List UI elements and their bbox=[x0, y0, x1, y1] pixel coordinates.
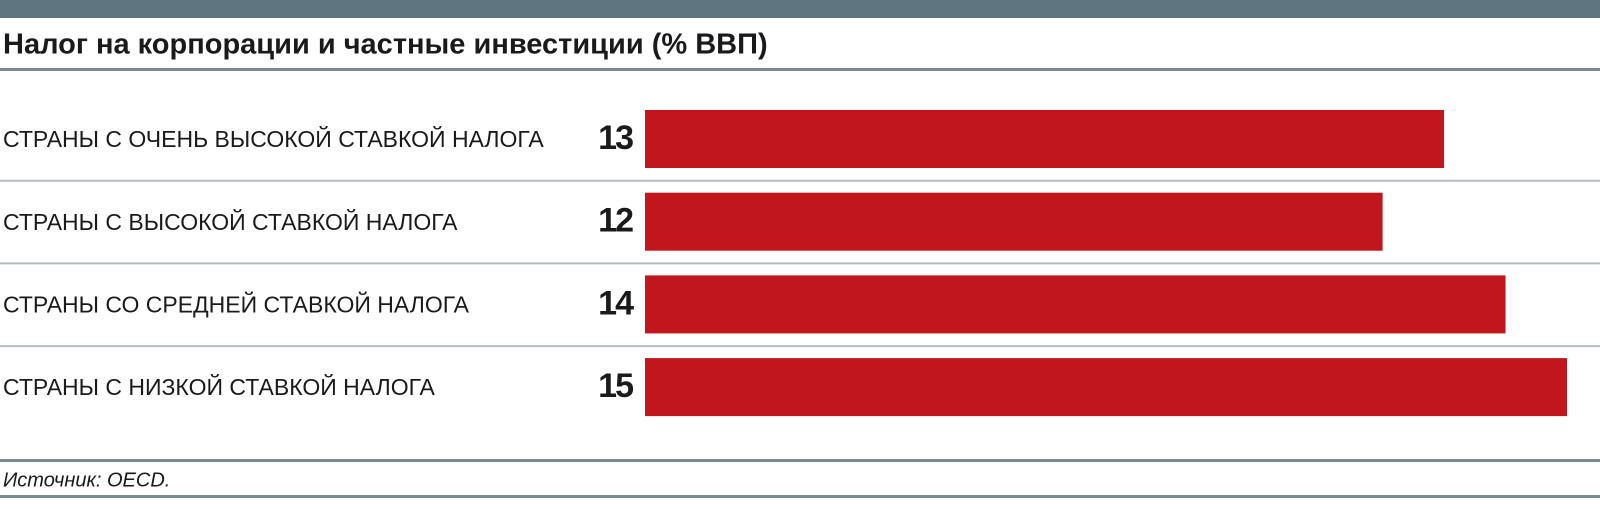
bar bbox=[645, 110, 1445, 168]
bottom-rule bbox=[0, 459, 1600, 462]
category-label: СТРАНЫ С ВЫСОКОЙ СТАВКОЙ НАЛОГА bbox=[3, 208, 458, 235]
source: Источник: OECD. bbox=[3, 469, 170, 491]
bar bbox=[645, 275, 1506, 334]
chart-title: Налог на корпорации и частные инвестиции… bbox=[3, 29, 768, 61]
category-label: СТРАНЫ С НИЗКОЙ СТАВКОЙ НАЛОГА bbox=[3, 373, 436, 400]
value-label: 13 bbox=[598, 119, 633, 157]
top-band bbox=[0, 0, 1600, 18]
category-label: СТРАНЫ С ОЧЕНЬ ВЫСОКОЙ СТАВКОЙ НАЛОГА bbox=[3, 125, 544, 152]
footer-rule bbox=[0, 495, 1600, 498]
value-label: 15 bbox=[598, 367, 633, 405]
category-label: СТРАНЫ СО СРЕДНЕЙ СТАВКОЙ НАЛОГА bbox=[3, 290, 470, 317]
bar bbox=[645, 358, 1567, 417]
title-rule bbox=[0, 68, 1600, 71]
value-label: 14 bbox=[598, 284, 634, 322]
bar bbox=[645, 192, 1383, 251]
value-label: 12 bbox=[598, 202, 633, 240]
